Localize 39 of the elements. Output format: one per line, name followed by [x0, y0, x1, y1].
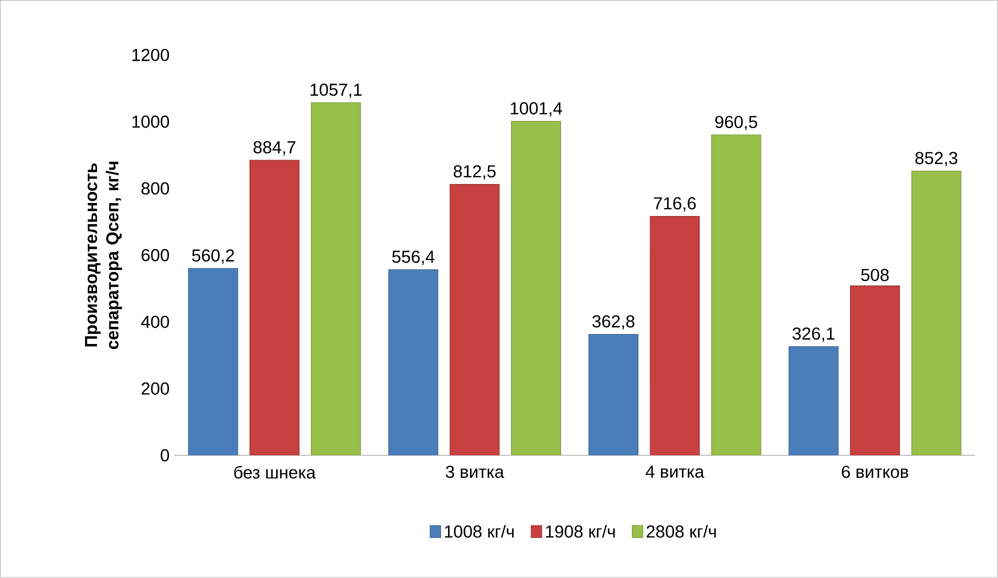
data-label: 1057,1: [310, 84, 362, 98]
bar: [250, 160, 300, 456]
data-label: 326,1: [792, 328, 834, 342]
data-label: 960,5: [715, 116, 758, 130]
bar: [310, 102, 361, 456]
y-tick-label: 400: [141, 316, 170, 328]
bar: [711, 134, 762, 456]
data-label: 508: [861, 268, 889, 282]
bar: [788, 346, 839, 456]
legend-label: 1908 кг/ч: [546, 525, 615, 538]
x-tick-label: 4 витка: [646, 466, 704, 478]
x-tick-label: 3 витка: [446, 466, 504, 478]
bar: [450, 184, 500, 456]
y-tick-label: 600: [142, 249, 170, 262]
y-tick-label: 1200: [132, 48, 170, 62]
data-label: 716,6: [654, 197, 696, 212]
bar: [588, 334, 638, 456]
data-label: 362,8: [592, 315, 634, 330]
data-label: 812,5: [454, 165, 496, 180]
data-label: 884,7: [254, 141, 296, 156]
y-axis-title: Производительность сепаратора Qсеп, кг/ч: [85, 162, 122, 350]
legend-label: 2808 кг/ч: [646, 525, 716, 538]
data-label: 1001,4: [510, 102, 562, 117]
bar: [911, 170, 962, 456]
y-tick-label: 800: [142, 182, 170, 195]
bar: [511, 121, 561, 456]
x-tick-label: без шнека: [234, 466, 316, 479]
y-tick-label: 200: [142, 382, 170, 395]
y-tick-label: 1000: [132, 116, 170, 128]
data-label: 852,3: [915, 152, 958, 166]
x-tick-label: 6 витков: [842, 466, 908, 478]
bar: [388, 270, 438, 456]
y-tick-label: 0: [160, 449, 170, 462]
legend-label: 1008 кг/ч: [444, 525, 514, 538]
bar: [188, 268, 238, 456]
data-label: 556,4: [392, 250, 434, 266]
data-label: 560,2: [192, 250, 234, 264]
bar: [650, 216, 700, 456]
bar: [850, 286, 900, 456]
